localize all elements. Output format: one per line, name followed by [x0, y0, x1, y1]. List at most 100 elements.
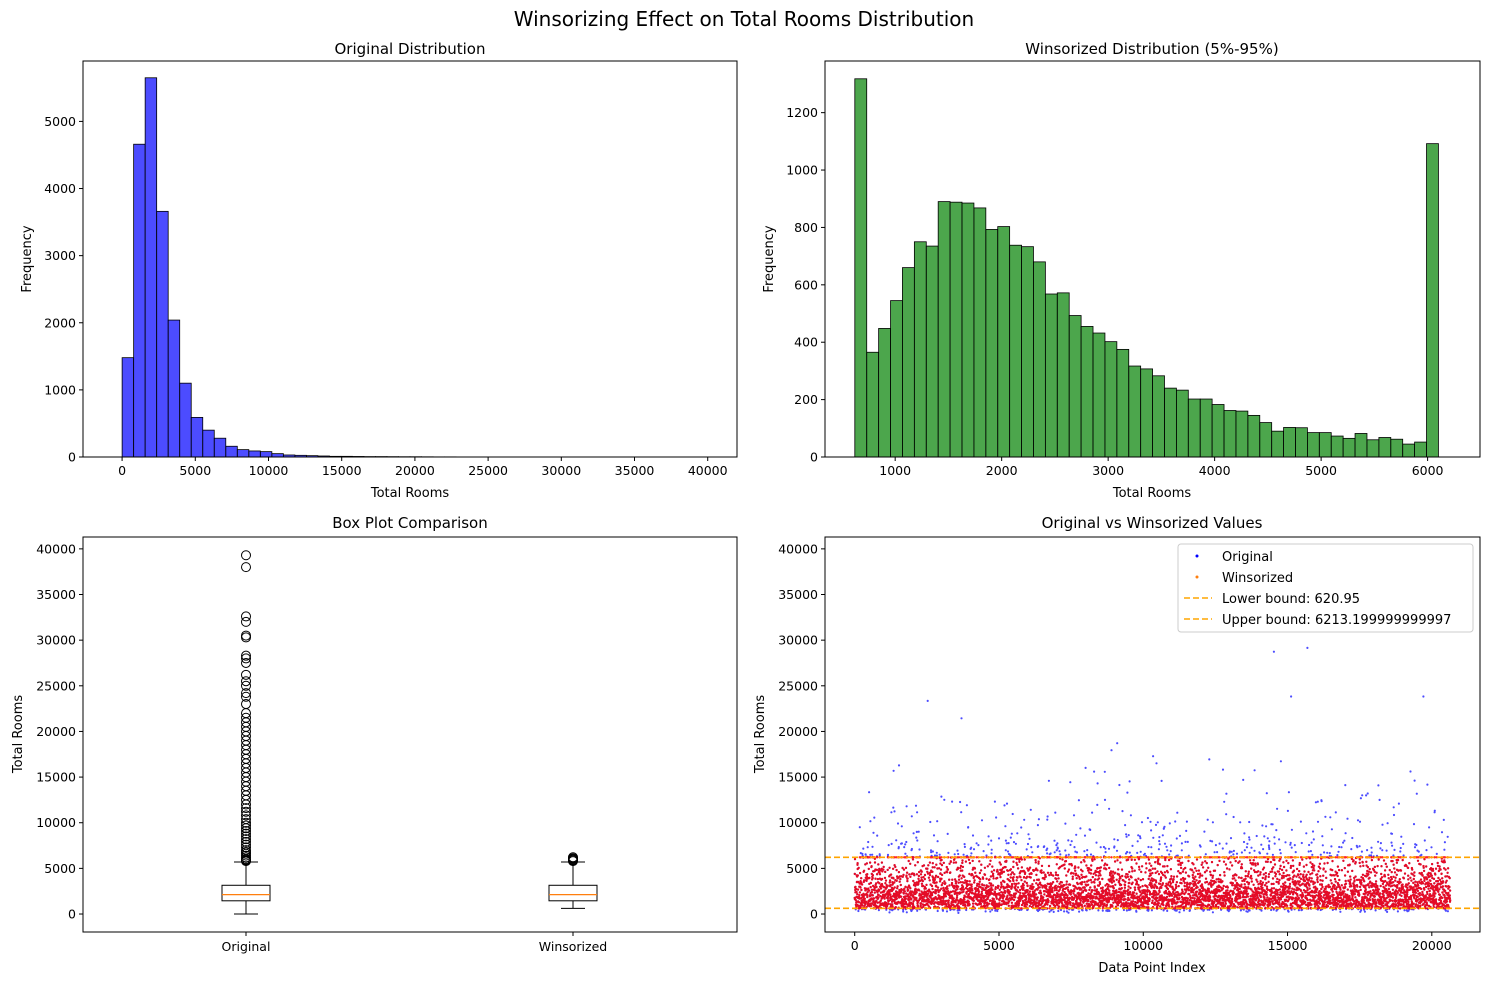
x-axis-label: Data Point Index — [1098, 961, 1206, 976]
box-flier — [241, 669, 251, 680]
histogram-bar — [1199, 398, 1213, 458]
histogram-bar — [179, 382, 192, 458]
y-tick-label: 30000 — [778, 633, 818, 648]
histogram-bar — [1414, 441, 1427, 458]
box-flier — [241, 653, 251, 664]
histogram-bar — [890, 300, 903, 458]
y-tick-label: 30000 — [36, 633, 76, 648]
histogram-bar — [1164, 387, 1177, 458]
x-tick-label: 4000 — [1199, 463, 1231, 478]
box-flier — [241, 650, 251, 661]
box-flier — [241, 839, 251, 850]
box-flier — [241, 691, 251, 702]
box-flier — [241, 676, 251, 687]
y-tick-label: 40000 — [778, 541, 818, 556]
box-flier — [241, 657, 251, 668]
plot-frame — [824, 60, 1481, 458]
box-flier — [241, 550, 251, 561]
histogram-bar — [997, 226, 1011, 458]
box-flier — [241, 834, 251, 845]
y-tick-label: 2000 — [44, 315, 76, 330]
x-tick-label: Winsorized — [539, 939, 607, 954]
box-flier — [568, 852, 578, 863]
histogram-bar — [902, 267, 915, 458]
histogram-bar — [1092, 332, 1106, 458]
x-tick-label: 15000 — [1268, 938, 1308, 953]
box-body — [548, 884, 598, 902]
x-tick-label: 25000 — [468, 463, 508, 478]
box-flier — [241, 842, 251, 853]
y-tick-label: 400 — [794, 335, 818, 350]
y-axis-label: Frequency — [20, 225, 35, 292]
y-tick-label: 10000 — [36, 815, 76, 830]
legend-original-marker — [1195, 554, 1199, 558]
box-flier — [241, 630, 251, 641]
y-tick-label: 25000 — [778, 678, 818, 693]
x-axis-label: Total Rooms — [1112, 486, 1192, 501]
histogram-bar — [1116, 348, 1130, 458]
box-flier — [241, 825, 251, 836]
histogram-bar — [1009, 244, 1022, 458]
histogram-bar — [1390, 438, 1404, 458]
histogram-bar — [1033, 261, 1046, 458]
histogram-bar — [1283, 427, 1296, 458]
box-body — [221, 884, 271, 902]
histogram-bar — [1354, 433, 1368, 458]
histogram-bar — [1152, 375, 1165, 458]
y-tick-label: 10000 — [778, 815, 818, 830]
histogram-bar — [1044, 293, 1058, 458]
histogram-bar — [1175, 389, 1189, 458]
y-tick-label: 200 — [794, 392, 818, 407]
histogram-bar — [1342, 437, 1356, 458]
y-tick-label: 0 — [68, 450, 76, 465]
histogram-bar — [259, 451, 273, 458]
histogram-bar — [925, 245, 939, 458]
box-flier — [241, 810, 251, 821]
x-tick-label: 35000 — [615, 463, 655, 478]
histogram-bars — [121, 77, 699, 458]
histogram-bar — [1318, 432, 1332, 458]
histogram-bar — [133, 143, 146, 458]
figure-title: Winsorizing Effect on Total Rooms Distri… — [514, 7, 974, 31]
histogram-bar — [167, 319, 181, 458]
scatter-winsorized-points — [853, 856, 1452, 910]
histogram-bar — [1223, 410, 1237, 458]
histogram-bar — [1330, 435, 1344, 458]
histogram-bar — [213, 437, 227, 458]
box-flier — [241, 616, 251, 627]
y-axis-label: Total Rooms — [753, 695, 768, 775]
box-flier — [241, 803, 251, 814]
panel-original-histogram: Original Distribution 0 1000 2000 3000 4000 5… — [20, 40, 738, 501]
y-tick-label: 5000 — [44, 861, 76, 876]
axis-ticks: 0 1000 2000 3000 4000 5000 0 5000 10000 15000 2000… — [44, 114, 727, 478]
histogram-bar — [271, 453, 284, 458]
y-tick-label: 25000 — [36, 678, 76, 693]
plot-frame — [82, 60, 738, 458]
panel-title: Original vs Winsorized Values — [1042, 514, 1263, 532]
histogram-bar — [190, 416, 204, 458]
panel-scatter: Original vs Winsorized Values 0 5000 10000… — [753, 514, 1481, 976]
y-tick-label: 35000 — [778, 587, 818, 602]
histogram-bar — [156, 210, 169, 458]
histogram-bar — [248, 450, 261, 458]
histogram-bar — [144, 77, 158, 458]
histogram-bar — [121, 357, 135, 458]
axis-ticks: 0 5000 10000 15000 20000 25000 30000 35000 40000… — [778, 541, 1452, 953]
histogram-bar — [866, 351, 880, 458]
x-tick-label: 5000 — [983, 938, 1015, 953]
histogram-bar — [1235, 410, 1249, 458]
y-tick-label: 1000 — [786, 163, 818, 178]
box-plots — [221, 550, 598, 915]
histogram-bar — [961, 202, 975, 458]
y-tick-label: 35000 — [36, 587, 76, 602]
x-tick-label: 0 — [851, 938, 859, 953]
box-flier — [241, 831, 251, 842]
y-tick-label: 1200 — [786, 105, 818, 120]
x-tick-label: 0 — [118, 463, 126, 478]
y-tick-label: 4000 — [44, 181, 76, 196]
x-tick-label: 5000 — [179, 463, 211, 478]
x-tick-label: 2000 — [986, 463, 1018, 478]
histogram-bar — [1056, 292, 1070, 458]
legend-upper-bound-label: Upper bound: 6213.199999999997 — [1222, 613, 1451, 628]
histogram-bar — [1211, 404, 1225, 458]
